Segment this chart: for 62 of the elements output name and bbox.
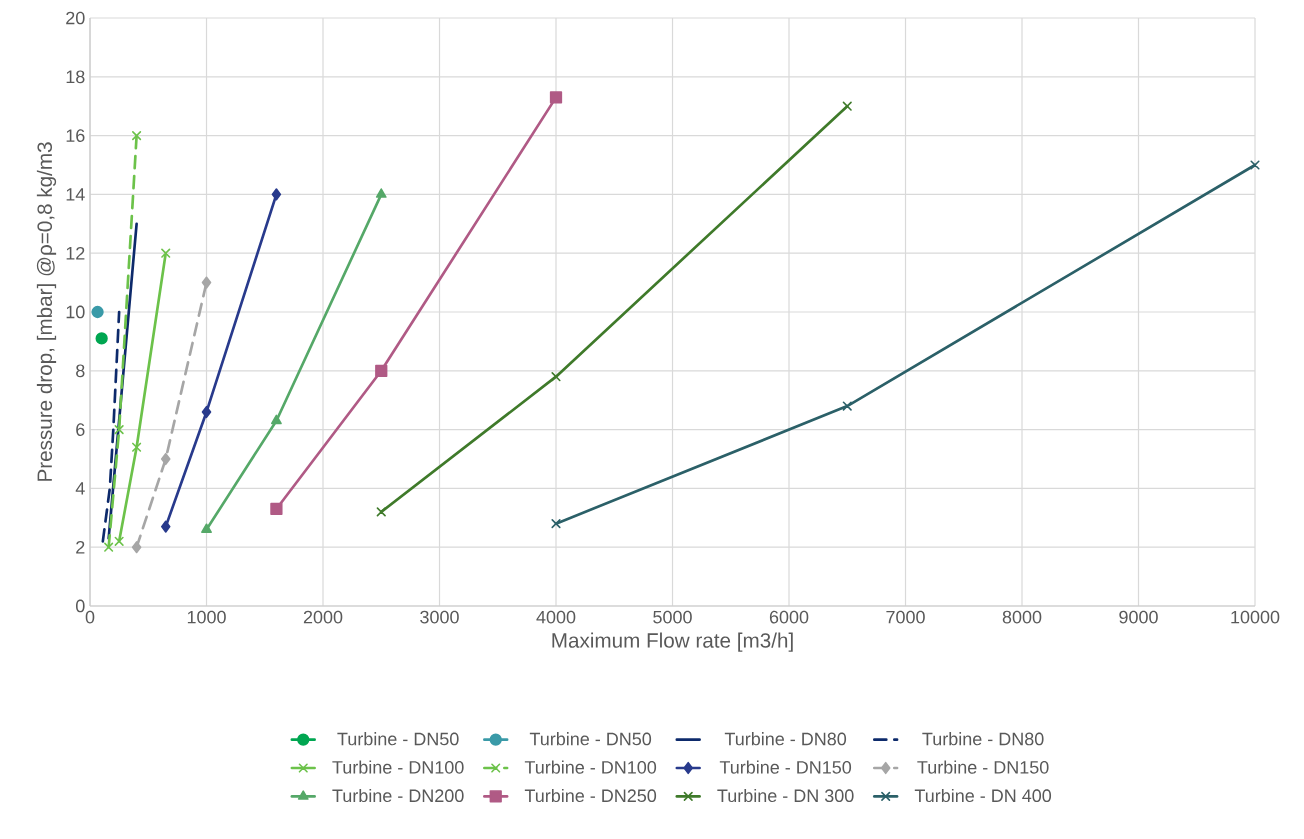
point xyxy=(160,452,171,466)
point xyxy=(551,372,561,382)
point xyxy=(201,276,212,289)
legend-label: Turbine - DN50 xyxy=(337,732,459,746)
legend-label: Turbine - DN150 xyxy=(917,760,1049,774)
point xyxy=(201,523,212,534)
y-tick-label: 16 xyxy=(66,129,85,142)
point xyxy=(375,188,387,198)
y-tick-label: 8 xyxy=(76,364,85,378)
y-tick-label: 4 xyxy=(75,482,85,495)
point xyxy=(104,542,114,552)
point xyxy=(270,502,283,516)
x-tick-label: 4000 xyxy=(536,610,576,624)
legend-label: Turbine - DN100 xyxy=(524,760,657,774)
legend-label: Turbine - DN200 xyxy=(332,788,464,803)
y-tick-label: 12 xyxy=(66,246,85,260)
point xyxy=(376,507,386,517)
point xyxy=(95,332,108,345)
y-axis-title: Pressure drop, [mbar] @ρ=0,8 kg/m3 xyxy=(36,142,57,481)
legend-label: Turbine - DN250 xyxy=(524,788,657,803)
legend-label: Turbine - DN80 xyxy=(922,732,1044,746)
point xyxy=(1250,160,1260,170)
x-tick-label: 5000 xyxy=(653,610,692,624)
x-tick-label: 8000 xyxy=(1002,610,1042,624)
x-axis-title: Maximum Flow rate [m3/h] xyxy=(552,632,793,652)
point xyxy=(270,414,282,425)
point xyxy=(91,305,104,319)
y-tick-label: 10 xyxy=(66,305,85,319)
y-tick-label: 6 xyxy=(76,423,85,436)
point xyxy=(201,405,212,419)
y-tick-label: 2 xyxy=(76,540,85,554)
legend-label: Turbine - DN100 xyxy=(332,760,464,774)
point xyxy=(114,425,124,435)
y-tick-label: 0 xyxy=(76,599,85,613)
x-tick-label: 6000 xyxy=(769,610,809,624)
x-tick-label: 1000 xyxy=(187,610,226,624)
legend-label: Turbine - DN 400 xyxy=(914,788,1052,803)
legend-label: Turbine - DN 300 xyxy=(717,788,854,803)
legend-label: Turbine - DN50 xyxy=(529,732,652,746)
x-tick-label: 0 xyxy=(85,610,95,624)
legend-label: Turbine - DN80 xyxy=(724,732,847,746)
point xyxy=(271,188,282,201)
point xyxy=(132,442,142,452)
legend-label: Turbine - DN150 xyxy=(719,760,852,774)
point xyxy=(549,91,563,104)
x-tick-label: 3000 xyxy=(420,610,459,624)
y-tick-label: 14 xyxy=(66,188,85,201)
point xyxy=(551,519,561,529)
point xyxy=(132,131,142,141)
x-tick-label: 2000 xyxy=(303,610,343,624)
point xyxy=(131,541,142,554)
point xyxy=(375,364,388,377)
y-tick-label: 18 xyxy=(66,70,85,84)
x-tick-label: 10000 xyxy=(1231,610,1280,624)
point xyxy=(842,401,852,411)
point xyxy=(161,248,171,258)
x-tick-label: 7000 xyxy=(886,610,925,624)
x-tick-label: 9000 xyxy=(1119,610,1158,624)
point xyxy=(842,101,852,111)
point xyxy=(160,520,171,533)
y-tick-label: 20 xyxy=(66,11,85,25)
point xyxy=(114,536,124,546)
